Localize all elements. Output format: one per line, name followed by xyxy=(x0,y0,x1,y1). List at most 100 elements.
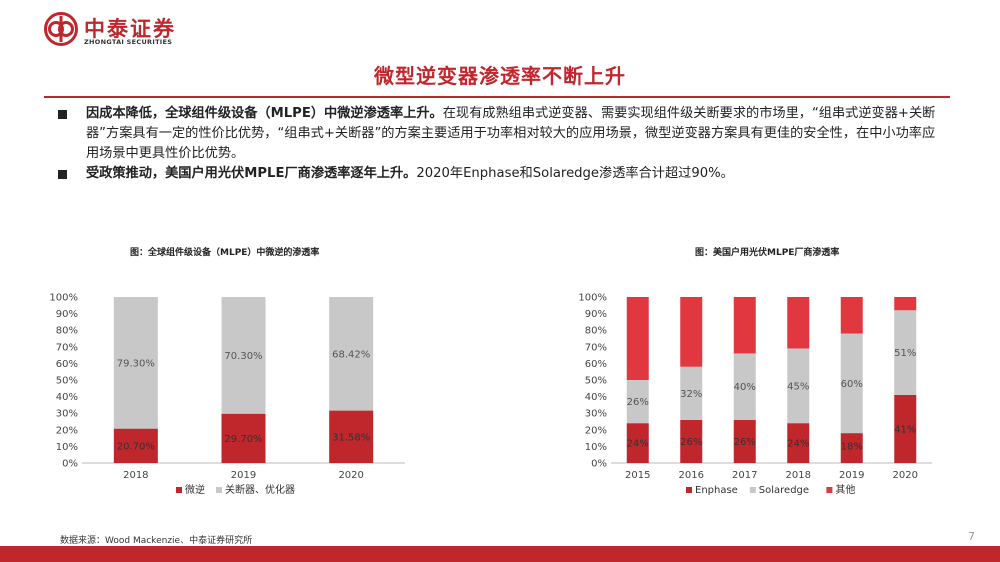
data-label: 32% xyxy=(680,389,702,400)
bullet-item-2: 受政策推动，美国户用光伏MPLE厂商渗透率逐年上升。2020年Enphase和S… xyxy=(56,164,946,184)
legend-swatch xyxy=(826,487,833,493)
x-tick-label: 2017 xyxy=(732,470,757,481)
legend-swatch xyxy=(686,487,692,493)
legend-entry: 关断器、优化器 xyxy=(225,483,295,496)
x-tick-label: 2018 xyxy=(786,470,811,481)
data-label: 79.30% xyxy=(117,358,155,369)
y-tick-label: 10% xyxy=(585,442,607,453)
y-tick-label: 50% xyxy=(56,376,78,387)
y-tick-label: 70% xyxy=(56,342,78,353)
zhongtai-logo-icon xyxy=(44,12,78,46)
y-tick-label: 60% xyxy=(585,359,607,370)
data-label: 26% xyxy=(680,437,702,448)
logo-text-cn: 中泰证券 xyxy=(84,17,176,41)
data-label: 40% xyxy=(734,382,756,393)
square-bullet-icon xyxy=(58,170,67,179)
y-tick-label: 30% xyxy=(56,409,78,420)
bar-segment-Solaredge-2015 xyxy=(626,380,649,424)
bullet-text: 2020年Enphase和Solaredge渗透率合计超过90%。 xyxy=(416,166,734,181)
bar-segment-Enphase-2018 xyxy=(787,423,810,463)
data-label: 24% xyxy=(627,439,649,450)
bar-segment-Enphase-2019 xyxy=(840,433,863,463)
bar-segment-Solaredge-2020 xyxy=(894,310,917,395)
bar-segment-Solaredge-2017 xyxy=(733,353,756,420)
legend-swatch xyxy=(216,487,222,493)
legend-entry: 其他 xyxy=(835,483,855,496)
bar-segment-Solaredge-2019 xyxy=(840,333,863,434)
y-tick-label: 90% xyxy=(585,309,607,320)
x-tick-label: 2016 xyxy=(679,470,704,481)
bar-segment-其他-2018 xyxy=(787,297,810,349)
bullet-text: 在现有成熟组串式逆变器、需要实现组件级关断要求的市场里，“组串式逆变器+关断器”… xyxy=(86,106,936,161)
x-tick-label: 2015 xyxy=(625,470,650,481)
y-tick-label: 40% xyxy=(585,392,607,403)
data-label: 18% xyxy=(841,442,863,453)
x-tick-label: 2020 xyxy=(893,470,918,481)
bar-segment-其他-2020 xyxy=(894,297,917,311)
x-tick-label: 2018 xyxy=(123,470,148,481)
bar-segment-微逆-2019 xyxy=(221,413,266,463)
y-tick-label: 30% xyxy=(585,409,607,420)
y-tick-label: 90% xyxy=(56,309,78,320)
y-tick-label: 80% xyxy=(56,326,78,337)
y-tick-label: 10% xyxy=(56,442,78,453)
data-label: 60% xyxy=(841,379,863,390)
data-source: 数据来源：Wood Mackenzie、中泰证券研究所 xyxy=(60,536,253,546)
bar-segment-Enphase-2016 xyxy=(680,419,703,463)
chart2-title: 图：美国户用光伏MLPE厂商渗透率 xyxy=(695,248,840,258)
data-label: 68.42% xyxy=(332,349,370,360)
page-number: 7 xyxy=(968,530,975,543)
chart1-mlpe-penetration: 0% 10% 20% 30% 40% 50% 60% 70% 80% 90% 100% 20.70% 7… xyxy=(49,293,405,496)
slide-title: 微型逆变器渗透率不断上升 xyxy=(374,64,626,88)
bar-segment-其他-2015 xyxy=(626,297,649,380)
y-tick-label: 40% xyxy=(56,392,78,403)
bar-segment-关断器、优化器-2018 xyxy=(113,297,158,429)
title-divider xyxy=(44,96,950,98)
bullet-lead: 受政策推动，美国户用光伏MPLE厂商渗透率逐年上升。 xyxy=(86,166,417,181)
square-bullet-icon xyxy=(58,110,67,119)
data-label: 41% xyxy=(894,424,916,435)
data-label: 45% xyxy=(787,381,809,392)
x-tick-label: 2019 xyxy=(839,470,864,481)
y-tick-label: 60% xyxy=(56,359,78,370)
chart1-title: 图：全球组件级设备（MLPE）中微逆的渗透率 xyxy=(130,248,320,258)
bar-segment-Enphase-2015 xyxy=(626,423,649,463)
y-tick-label: 50% xyxy=(585,376,607,387)
bar-segment-其他-2017 xyxy=(733,297,756,354)
x-tick-label: 2020 xyxy=(338,470,363,481)
data-label: 20.70% xyxy=(117,441,155,452)
bar-segment-微逆-2018 xyxy=(113,428,158,463)
footer-bar xyxy=(0,546,1000,562)
y-tick-label: 0% xyxy=(62,459,78,470)
x-tick-label: 2019 xyxy=(231,470,256,481)
bullet-item-1: 因成本降低，全球组件级设备（MLPE）中微逆渗透率上升。在现有成熟组串式逆变器、… xyxy=(56,104,946,164)
bar-segment-关断器、优化器-2019 xyxy=(221,297,266,414)
data-label: 31.58% xyxy=(332,432,370,443)
y-tick-label: 70% xyxy=(585,342,607,353)
bar-segment-其他-2016 xyxy=(680,297,703,367)
bar-segment-微逆-2020 xyxy=(329,410,374,463)
legend-swatch xyxy=(749,487,756,493)
logo-text-en: ZHONGTAI SECURITIES xyxy=(84,38,173,46)
legend-entry: Enphase xyxy=(695,485,738,496)
data-label: 26% xyxy=(734,437,756,448)
y-tick-label: 80% xyxy=(585,326,607,337)
data-label: 70.30% xyxy=(224,351,262,362)
bar-segment-关断器、优化器-2020 xyxy=(329,297,374,411)
company-logo: 中泰证券 ZHONGTAI SECURITIES xyxy=(44,10,204,50)
legend-swatch xyxy=(176,487,182,493)
bullet-lead: 因成本降低，全球组件级设备（MLPE）中微逆渗透率上升。 xyxy=(86,106,443,121)
y-tick-label: 100% xyxy=(578,293,607,304)
data-label: 29.70% xyxy=(224,434,262,445)
y-tick-label: 100% xyxy=(49,293,78,304)
bar-segment-Solaredge-2016 xyxy=(680,366,703,420)
data-label: 24% xyxy=(787,439,809,450)
bar-segment-Solaredge-2018 xyxy=(787,348,810,424)
data-label: 26% xyxy=(627,397,649,408)
bullet-list: 因成本降低，全球组件级设备（MLPE）中微逆渗透率上升。在现有成熟组串式逆变器、… xyxy=(56,104,946,184)
y-tick-label: 0% xyxy=(591,459,607,470)
chart2-us-mlpe-share: 0% 10% 20% 30% 40% 50% 60% 70% 80% 90% 100% 24% 26% 2… xyxy=(578,293,932,496)
legend-entry: Solaredge xyxy=(759,485,809,496)
y-tick-label: 20% xyxy=(56,425,78,436)
bar-segment-Enphase-2020 xyxy=(894,394,917,463)
